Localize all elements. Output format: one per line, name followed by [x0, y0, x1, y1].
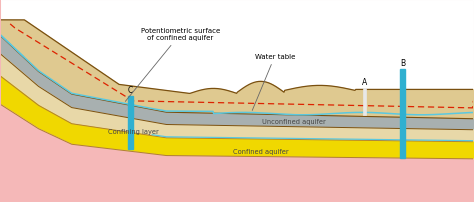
Bar: [400, 70, 404, 158]
Text: Water table: Water table: [252, 54, 295, 111]
Bar: [128, 97, 133, 149]
Text: Unconfined aquifer: Unconfined aquifer: [262, 118, 326, 124]
Bar: [363, 89, 366, 116]
Text: Potentiometric surface
of confined aquifer: Potentiometric surface of confined aquif…: [125, 28, 220, 102]
Text: A: A: [362, 78, 367, 86]
Text: B: B: [400, 59, 405, 67]
Text: Confined aquifer: Confined aquifer: [233, 148, 289, 154]
Text: Confining layer: Confining layer: [108, 128, 158, 134]
Text: C: C: [128, 85, 133, 94]
